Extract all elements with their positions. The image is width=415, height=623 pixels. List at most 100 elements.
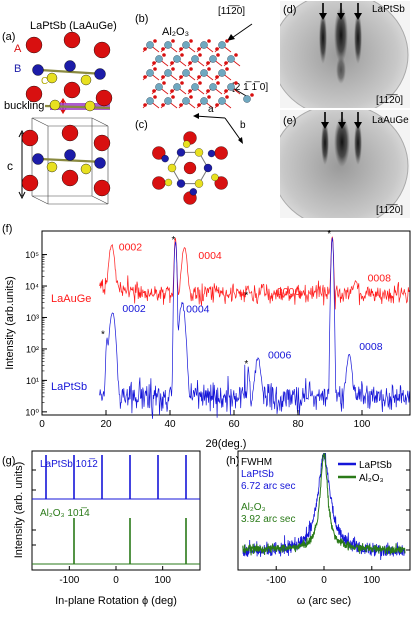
atom-oxygen [197, 75, 201, 79]
atom-aluminum [146, 97, 154, 105]
panel-d-label: (d) [283, 4, 296, 16]
atom-oxygen [189, 95, 193, 99]
peak-label: * [101, 329, 105, 340]
atom-oxygen [179, 103, 183, 107]
atom-oxygen [179, 75, 183, 79]
panel-g-label: (g) [2, 455, 15, 467]
peak-label: * [244, 290, 248, 301]
atom-site-b [94, 157, 106, 169]
atom-bond [39, 157, 105, 164]
atom-oxygen [171, 95, 175, 99]
panel-a-crystal-structure: (a) LaPtSb (LaAuGe) A B C buckling c [2, 20, 117, 205]
peak-label: 0002 [119, 242, 143, 254]
x-tick-label: 0 [39, 419, 45, 430]
atom-oxygen [197, 103, 201, 107]
rheed-arrowhead [338, 122, 346, 129]
series-line-laptsb [99, 237, 410, 419]
peak-label: * [244, 359, 248, 370]
atoms-group [21, 31, 113, 197]
atom-aluminum [182, 69, 190, 77]
atom-oxygen [216, 81, 220, 85]
atom-oxygen [207, 95, 211, 99]
peak-label: 0004 [186, 303, 210, 315]
atom-oxygen [153, 67, 157, 71]
a-axis-label: a [208, 104, 214, 115]
plot-g-series [32, 455, 200, 565]
atom-aluminum [182, 41, 190, 49]
atom-site-a [25, 36, 43, 54]
atom-site-c [49, 99, 61, 111]
y-tick-label: 10⁴ [25, 282, 39, 292]
atom-oxygen [171, 67, 175, 71]
x-tick-label: 40 [164, 419, 176, 430]
y-tick-label: 10⁰ [25, 407, 39, 417]
plot-f-peak-labels: 0002 * 0004 * 0006 * 0008 * 0002 0004 * 0006 0008 [101, 229, 391, 370]
atom-aluminum [209, 83, 217, 91]
panel-e-material: LaAuGe [372, 115, 409, 126]
panel-d-annotations: (d) LaPtSb [11̅2̅0] [283, 3, 405, 106]
legend-label-al2o3: Al₂O₃ [359, 473, 384, 484]
atom-oxygen [250, 93, 254, 97]
atom-oxygen [207, 67, 211, 71]
fwhm-laptsb-name: LaPtSb [241, 469, 274, 480]
fwhm-al2o3-value: 3.92 arc sec [241, 514, 295, 525]
atom-site-a [95, 89, 113, 107]
atom-site-a [21, 174, 39, 192]
atom-aluminum [200, 69, 208, 77]
atom-site-b [207, 149, 216, 158]
a-axis-arrowhead [193, 113, 199, 119]
atom-aluminum [218, 41, 226, 49]
plot-f-series [99, 236, 410, 419]
atom-site-a [152, 176, 166, 190]
atom-oxygen [162, 53, 166, 57]
atom-site-c [80, 163, 92, 175]
rheed-arrowhead [321, 122, 329, 129]
peak-label: 0006 [268, 349, 292, 361]
atom-site-b [203, 163, 213, 173]
c-axis-label: c [7, 159, 13, 173]
atom-aluminum [209, 55, 217, 63]
atom-oxygen [143, 103, 147, 107]
atom-oxygen [189, 67, 193, 71]
series-line-al2o3 [242, 452, 406, 556]
atom-oxygen [171, 39, 175, 43]
atom-oxygen [179, 47, 183, 51]
panel-d-rheed [280, 1, 410, 108]
atom-site-b [32, 153, 44, 165]
atom-site-c [80, 74, 92, 86]
atom-site-a [214, 146, 228, 160]
atom-site-a [21, 129, 39, 147]
atom-aluminum [227, 83, 235, 91]
panel-a-label: (a) [2, 31, 15, 43]
atom-oxygen [153, 39, 157, 43]
atom-oxygen [162, 81, 166, 85]
b-axis-arrowhead [238, 137, 243, 144]
atom-site-a [63, 81, 81, 99]
atom-oxygen [207, 39, 211, 43]
plot-g-xlabel: In-plane Rotation ϕ (deg) [55, 595, 177, 607]
plot-h-xlabel: ω (arc sec) [297, 595, 351, 607]
panel-c-label: (c) [135, 119, 148, 131]
panel-h-rocking-curve: (h) -100 0 100 FWHM LaPtSb 6.72 arc sec Al… [226, 450, 411, 607]
atom-oxygen [224, 89, 228, 93]
atom-oxygen [170, 61, 174, 65]
x-tick-label: 60 [228, 419, 240, 430]
atom-oxygen [198, 53, 202, 57]
panel-b-label: (b) [135, 13, 148, 25]
atom-aluminum [191, 83, 199, 91]
atom-aluminum [173, 83, 181, 91]
peak-label: 0008 [359, 341, 383, 353]
a-axis-line [194, 115, 226, 119]
atom-oxygen [170, 89, 174, 93]
atom-oxygen [188, 61, 192, 65]
panel-e-direction: [11̅2̅0] [376, 204, 403, 216]
peak-label: * [171, 235, 175, 246]
atom-site-a [183, 161, 197, 175]
atom-oxygen [153, 95, 157, 99]
y-tick-label: 10² [26, 344, 39, 354]
panel-h-label: (h) [226, 455, 239, 467]
atom-site-c [194, 148, 204, 157]
atom-oxygen [225, 67, 229, 71]
peak-label: * [327, 229, 331, 240]
atom-oxygen [225, 95, 229, 99]
